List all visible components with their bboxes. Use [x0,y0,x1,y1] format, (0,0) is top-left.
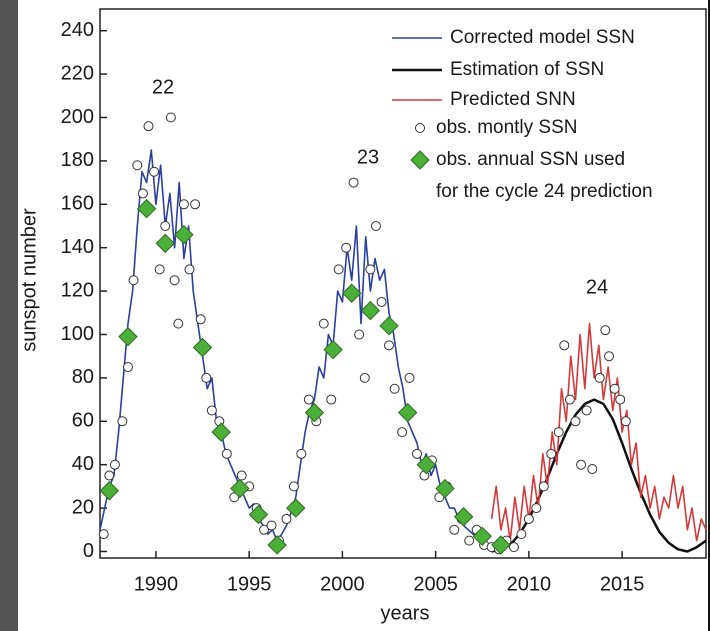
circle-point [327,395,336,404]
legend-label: obs. annual SSN used [436,149,625,170]
circle-point [565,395,574,404]
circle-point [554,428,563,437]
circle-point [155,265,164,274]
legend-swatch [416,124,425,133]
legend-label: Estimation of SSN [450,59,604,80]
circle-point [601,326,610,335]
y-tick-label: 0 [83,540,94,562]
legend-label: Corrected model SSN [450,27,635,48]
circle-point [289,482,298,491]
y-tick-label: 100 [61,323,94,345]
circle-point [207,406,216,415]
circle-point [166,113,175,122]
cycle-label: 23 [357,146,379,168]
circle-point [138,189,147,198]
circle-point [371,221,380,230]
circle-point [582,406,591,415]
circle-point [539,482,548,491]
x-tick-label: 2005 [413,573,458,595]
circle-point [577,460,586,469]
circle-point [191,200,200,209]
circle-point [144,122,153,131]
circle-point [202,373,211,382]
circle-point [547,449,556,458]
y-tick-label: 60 [72,410,94,432]
circle-point [170,276,179,285]
circle-point [616,395,625,404]
circle-point [185,265,194,274]
y-tick-label: 20 [72,496,94,518]
chart: years sunspot number Corrected model SSN… [0,0,710,631]
legend-label: Predicted SNN [450,89,576,110]
circle-point [196,315,205,324]
y-tick-label: 200 [61,106,94,128]
y-tick-label: 120 [61,279,94,301]
circle-point [282,514,291,523]
circle-point [385,341,394,350]
circle-point [161,221,170,230]
y-axis-label: sunspot number [18,208,40,352]
chart-background [18,0,708,631]
circle-point [605,352,614,361]
circle-point [129,276,138,285]
circle-point [105,471,114,480]
circle-point [621,417,630,426]
y-tick-label: 160 [61,193,94,215]
circle-point [179,200,188,209]
circle-point [398,428,407,437]
circle-point [355,330,364,339]
x-tick-label: 2000 [320,573,365,595]
circle-point [349,178,358,187]
circle-point [595,373,604,382]
circle-point [390,384,399,393]
circle-point [319,319,328,328]
x-axis-label: years [381,602,430,624]
y-tick-label: 40 [72,453,94,475]
circle-point [304,395,313,404]
circle-point [222,449,231,458]
circle-point [123,363,132,372]
cycle-label: 24 [586,276,608,298]
circle-point [571,417,580,426]
circle-point [334,265,343,274]
x-tick-label: 1995 [227,573,272,595]
circle-point [524,514,533,523]
circle-point [110,460,119,469]
circle-point [450,525,459,534]
circle-point [360,373,369,382]
y-tick-label: 80 [72,366,94,388]
y-tick-label: 140 [61,236,94,258]
circle-point [267,521,276,530]
circle-point [560,341,569,350]
y-tick-label: 220 [61,62,94,84]
circle-point [412,449,421,458]
circle-point [377,297,386,306]
circle-point [237,471,246,480]
cycle-label: 22 [152,76,174,98]
circle-point [509,543,518,552]
x-tick-label: 1990 [134,573,179,595]
circle-point [588,465,597,474]
circle-point [150,167,159,176]
circle-point [174,319,183,328]
circle-point [405,373,414,382]
y-tick-label: 240 [61,19,94,41]
x-tick-label: 2010 [507,573,552,595]
x-tick-label: 2015 [600,573,645,595]
circle-point [366,265,375,274]
legend-note: for the cycle 24 prediction [436,181,653,202]
circle-point [342,243,351,252]
circle-point [118,417,127,426]
y-tick-label: 180 [61,149,94,171]
circle-point [532,504,541,513]
legend-label: obs. montly SSN [436,117,578,138]
circle-point [99,530,108,539]
side-strip [0,0,18,631]
circle-point [610,384,619,393]
circle-point [465,536,474,545]
circle-point [517,530,526,539]
circle-point [297,449,306,458]
circle-point [133,161,142,170]
